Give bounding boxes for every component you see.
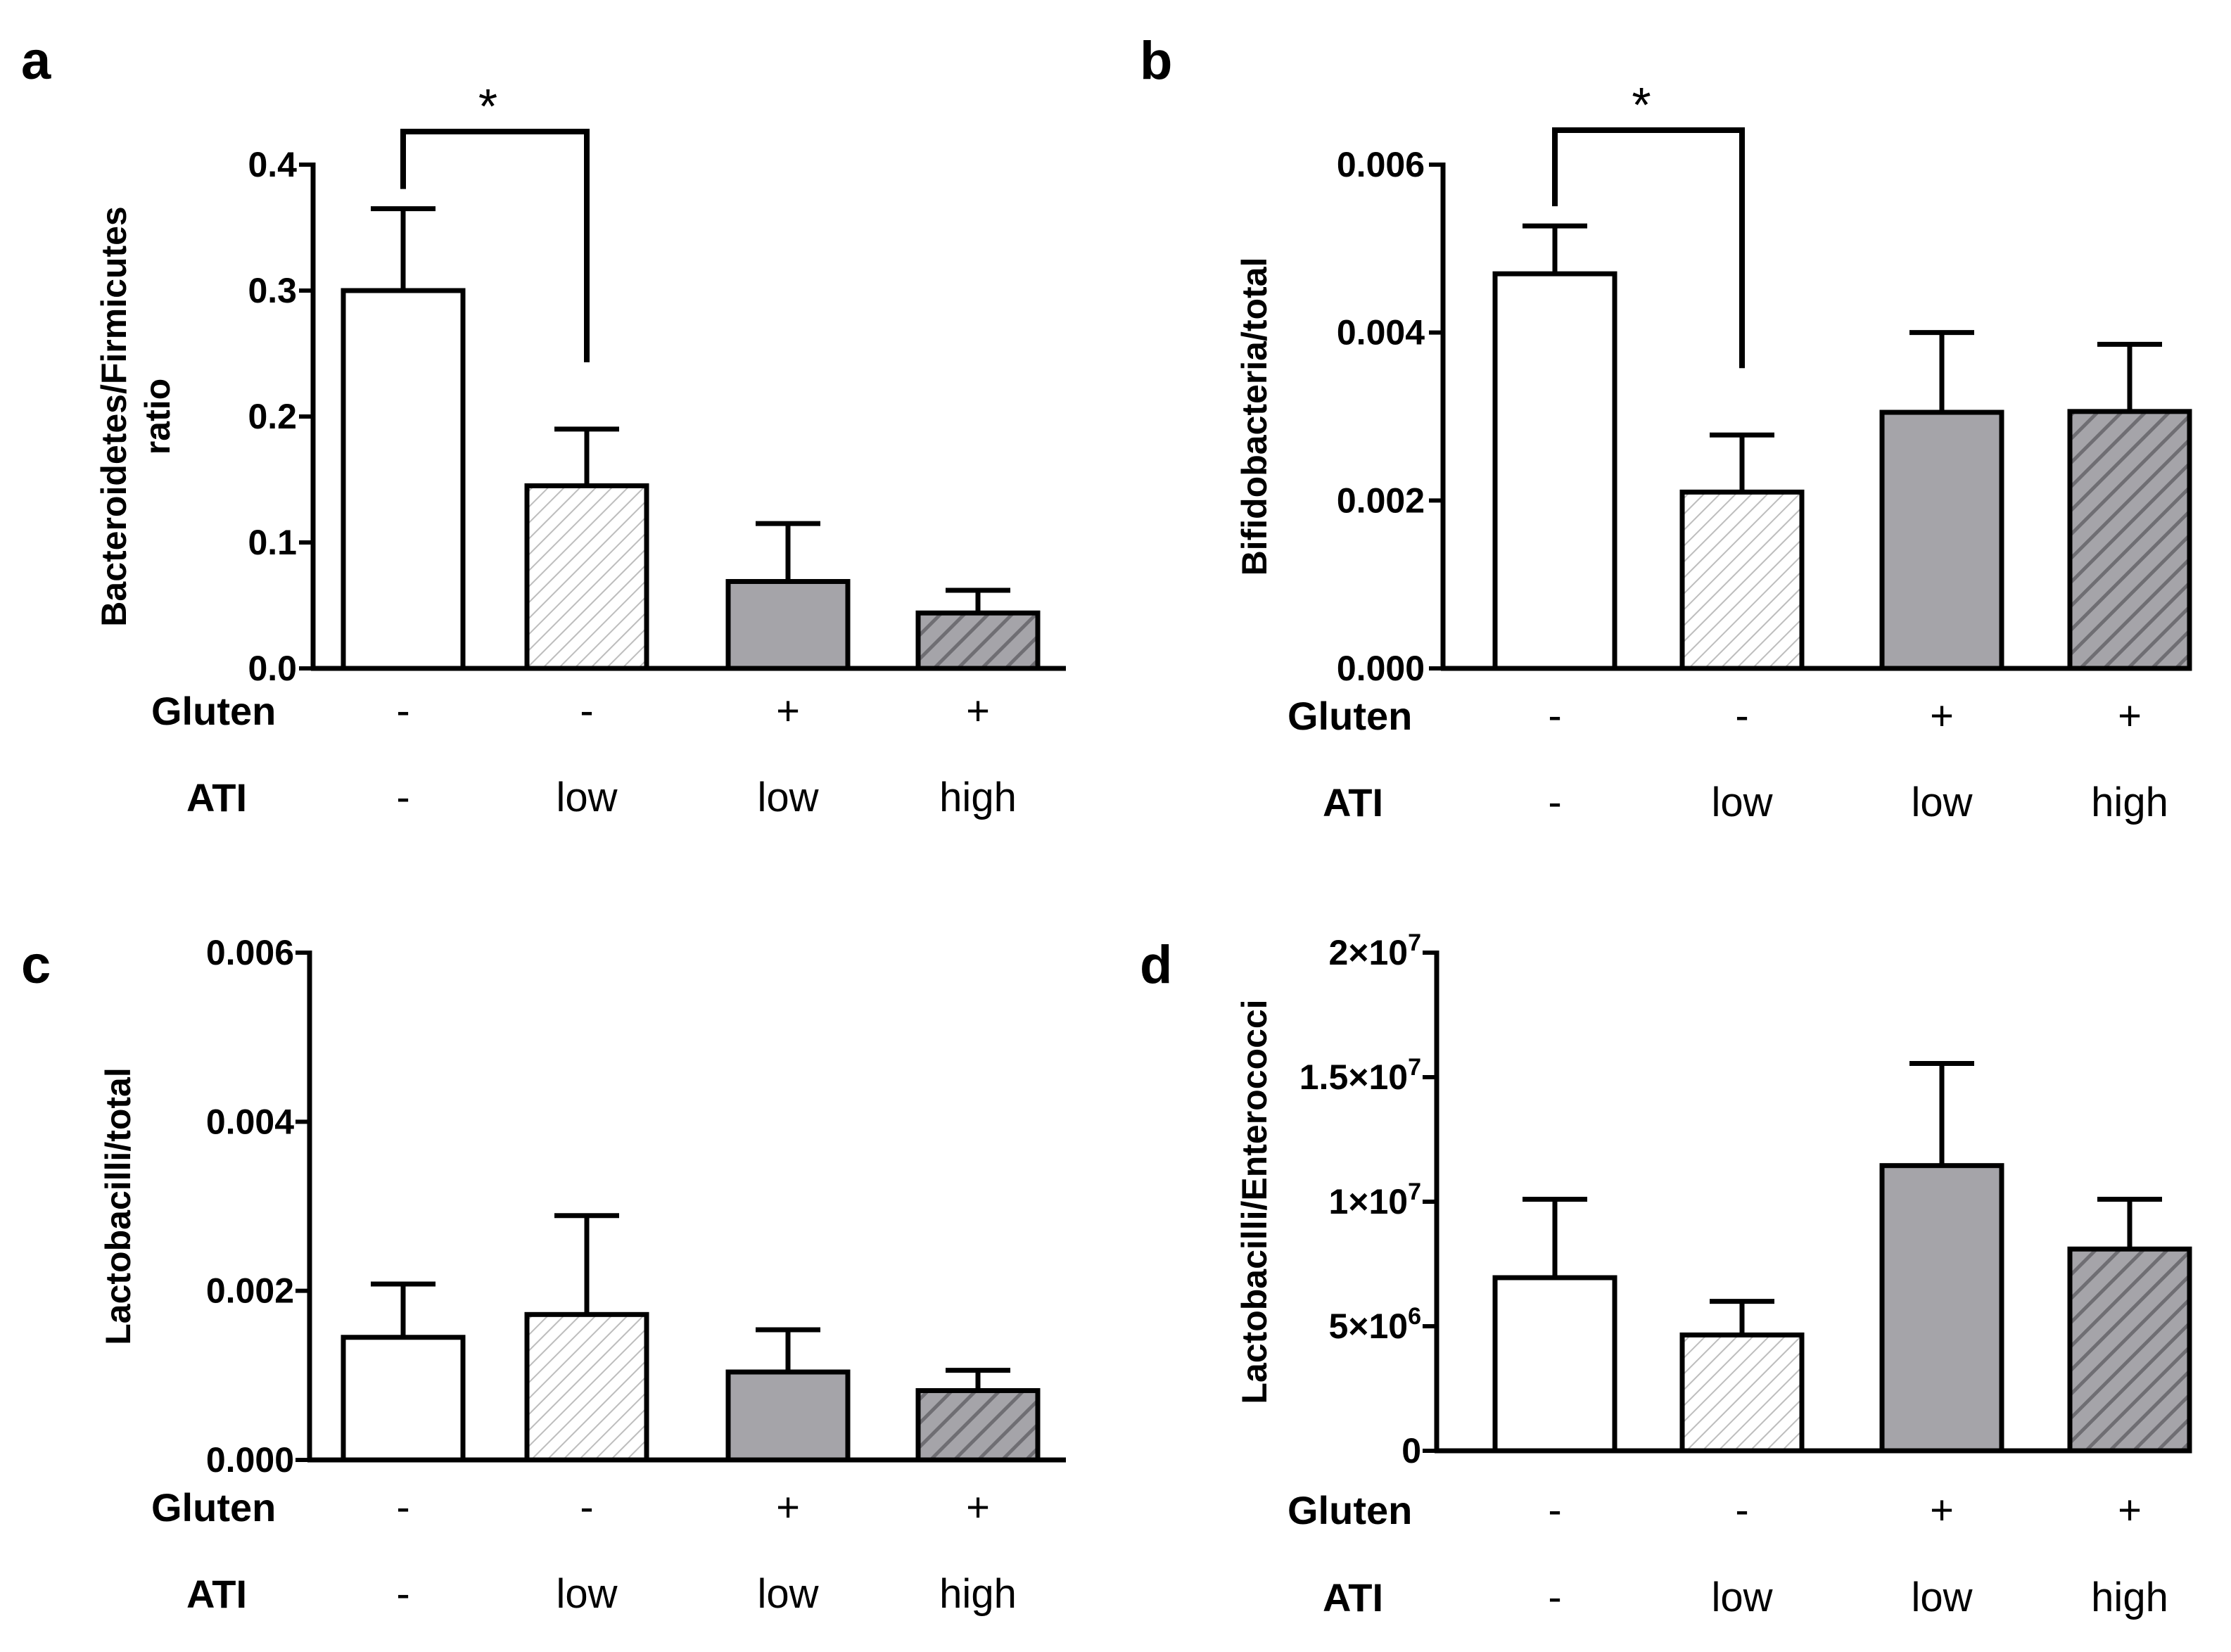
panel-c: c 0.000 0.002 0.004 0.006 Lactobacilli/total -… xyxy=(21,933,1066,1617)
ati-value: high xyxy=(939,775,1017,820)
y-tick-label: 0.006 xyxy=(1337,145,1425,184)
gluten-value: + xyxy=(776,688,800,734)
y-tick-label: 0.004 xyxy=(206,1102,294,1141)
panel-a: a 0.0 0.1 0.2 0.3 0.4 Bacteroidetes/Firmicutes… xyxy=(21,31,1066,820)
gluten-value: - xyxy=(1735,1487,1748,1533)
panel-letter: b xyxy=(1140,31,1172,91)
y-tick-label: 0.2 xyxy=(248,397,297,436)
gluten-value: + xyxy=(2118,693,2142,739)
y-axis-label: Bacteroidetes/Firmicutes ratio xyxy=(94,206,177,626)
gluten-value: - xyxy=(1548,1487,1561,1533)
significance-star: * xyxy=(1632,77,1651,132)
gluten-row-label: Gluten xyxy=(151,1485,276,1530)
ati-value: low xyxy=(556,775,618,820)
panel-letter: d xyxy=(1140,935,1172,995)
gluten-value: + xyxy=(2118,1487,2142,1533)
ati-value: - xyxy=(1548,1575,1561,1620)
y-tick-label: 0.006 xyxy=(206,933,294,972)
y-tick-label: 0 xyxy=(1401,1431,1421,1470)
ati-row-label: ATI xyxy=(186,1572,247,1616)
bar xyxy=(1492,1275,1617,1454)
y-axis-label: Bifidobacteria/total xyxy=(1235,258,1274,576)
ati-value: low xyxy=(1711,780,1773,825)
significance-star: * xyxy=(478,79,497,134)
gluten-value: - xyxy=(396,1485,409,1530)
significance-bracket xyxy=(400,129,590,362)
gluten-value: + xyxy=(1930,1487,1954,1533)
gluten-row-label: Gluten xyxy=(1288,1488,1412,1532)
ati-value: low xyxy=(1711,1575,1773,1620)
bar xyxy=(341,1335,466,1463)
gluten-value: - xyxy=(1548,693,1561,739)
ati-value: - xyxy=(1548,780,1561,825)
y-tick-label: 5×106 xyxy=(1328,1303,1421,1346)
y-tick-label: 2×107 xyxy=(1328,929,1421,972)
bar xyxy=(915,1387,1041,1463)
panel-b: b 0.000 0.002 0.004 0.006 Bifidobacteria/tota… xyxy=(1140,31,2192,825)
panel-d: d 0 5×106 1×107 1.5×107 2×107 Lactobacilli/Ent… xyxy=(1140,929,2192,1620)
ati-value: high xyxy=(2091,1575,2168,1620)
y-tick-label: 0.000 xyxy=(206,1440,294,1480)
gluten-value: - xyxy=(396,688,409,734)
gluten-value: + xyxy=(966,688,990,734)
y-axis-label: Lactobacilli/Enterococci xyxy=(1235,999,1274,1404)
bar xyxy=(524,1311,649,1463)
gluten-value: - xyxy=(580,1485,593,1530)
y-tick-label: 1×107 xyxy=(1328,1178,1421,1221)
significance-bracket xyxy=(1552,127,1745,369)
ati-row-label: ATI xyxy=(186,775,247,820)
ati-value: low xyxy=(556,1571,618,1617)
bar xyxy=(1879,1163,2004,1454)
bar xyxy=(1879,409,2004,671)
bar xyxy=(1679,1332,1805,1454)
gluten-value: - xyxy=(580,688,593,734)
y-axis-label: Lactobacilli/total xyxy=(98,1067,138,1345)
y-tick-label: 1.5×107 xyxy=(1299,1054,1421,1097)
ati-value: low xyxy=(757,1571,819,1617)
bar xyxy=(524,483,649,671)
panel-letter: c xyxy=(21,935,51,995)
ati-value: - xyxy=(396,1571,409,1617)
ati-value: low xyxy=(1911,1575,1973,1620)
y-tick-label: 0.0 xyxy=(248,649,297,688)
bar xyxy=(915,610,1041,671)
ati-value: low xyxy=(1911,780,1973,825)
y-tick-label: 0.4 xyxy=(248,145,297,184)
bar xyxy=(1679,489,1805,671)
ati-value: high xyxy=(2091,780,2168,825)
bar xyxy=(2067,1246,2192,1454)
ati-value: - xyxy=(396,775,409,820)
ati-row-label: ATI xyxy=(1323,1575,1383,1620)
bar xyxy=(341,288,466,671)
gluten-row-label: Gluten xyxy=(1288,694,1412,738)
y-tick-label: 0.002 xyxy=(206,1271,294,1311)
gluten-value: + xyxy=(776,1485,800,1530)
y-tick-label: 0.004 xyxy=(1337,313,1425,352)
gluten-value: - xyxy=(1735,693,1748,739)
bar xyxy=(725,578,851,671)
gluten-value: + xyxy=(1930,693,1954,739)
panel-letter: a xyxy=(21,31,51,91)
y-tick-label: 0.1 xyxy=(248,523,297,562)
ati-value: high xyxy=(939,1571,1017,1617)
ati-value: low xyxy=(757,775,819,820)
y-tick-label: 0.000 xyxy=(1337,649,1425,688)
y-tick-label: 0.002 xyxy=(1337,481,1425,520)
bar xyxy=(2067,409,2192,671)
bar xyxy=(725,1369,851,1463)
y-tick-label: 0.3 xyxy=(248,271,297,310)
gluten-row-label: Gluten xyxy=(151,689,276,733)
gluten-value: + xyxy=(966,1485,990,1530)
bar xyxy=(1492,271,1617,671)
ati-row-label: ATI xyxy=(1323,780,1383,825)
